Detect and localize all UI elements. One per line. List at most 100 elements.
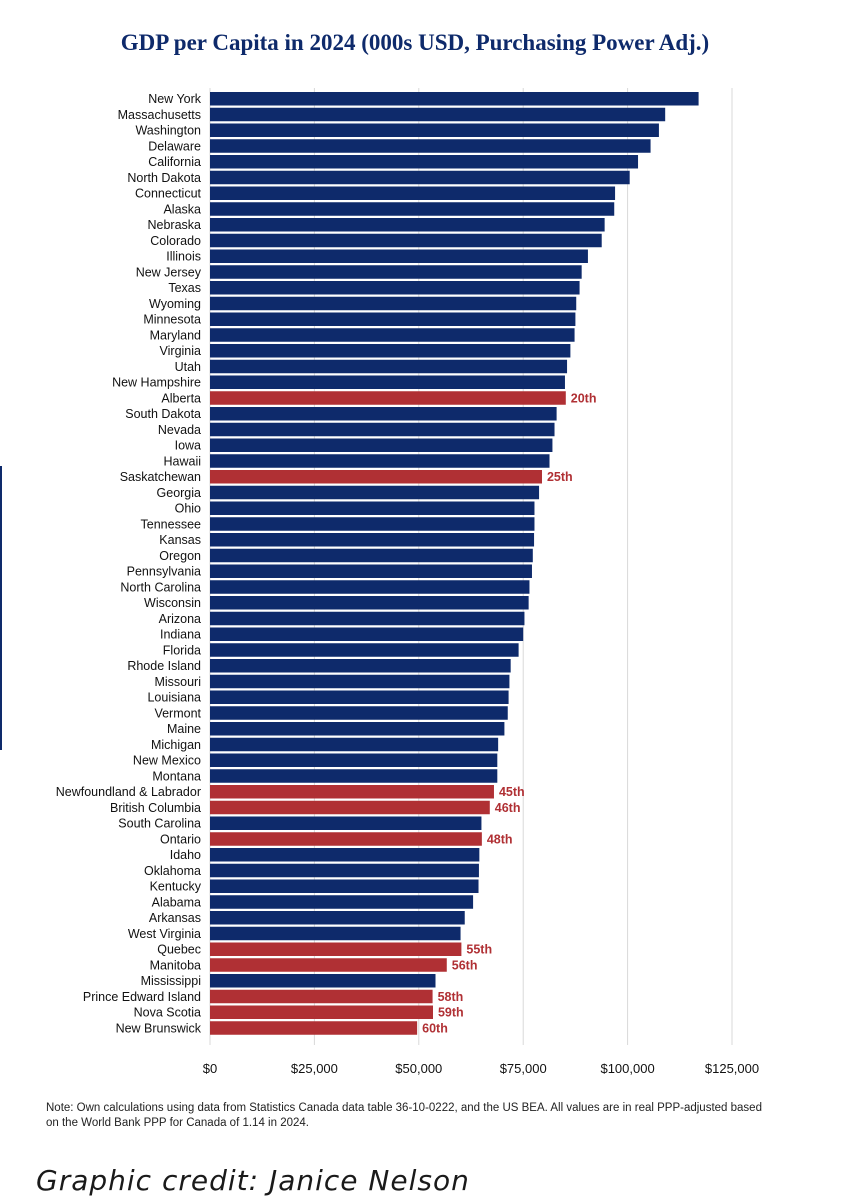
rank-label: 56th [452,958,478,972]
bar [210,454,550,468]
rank-label: 46th [495,801,521,815]
rank-label: 25th [547,470,573,484]
bar [210,722,505,736]
category-label: Kentucky [150,880,202,894]
bar [210,737,499,752]
category-label: Florida [163,643,201,657]
bar [210,328,575,342]
bar [210,218,605,232]
category-label: Maryland [150,328,201,342]
chart-title: GDP per Capita in 2024 (000s USD, Purcha… [120,30,710,55]
category-label: Prince Edward Island [83,990,201,1004]
category-label: Arkansas [149,911,201,925]
bar [210,596,529,610]
graphic-credit: Graphic credit: Janice Nelson [36,1164,470,1197]
category-label: Oregon [159,549,201,563]
bar [210,344,571,358]
category-label: Kansas [159,533,201,547]
category-label: Ontario [160,832,201,846]
bar [210,674,510,689]
bar [210,643,519,657]
category-label: South Dakota [125,407,201,421]
bar [210,942,462,956]
category-label: Newfoundland & Labrador [56,785,201,799]
rank-label: 59th [438,1006,464,1020]
rank-label: 48th [487,832,513,846]
category-label: Mississippi [141,974,201,988]
bar [210,92,699,106]
bar [210,249,588,263]
category-label: Alabama [152,895,201,909]
category-label: New Hampshire [112,376,201,390]
bar [210,580,530,594]
category-label: Massachusetts [118,108,201,122]
bar [210,202,615,216]
bar [210,155,639,169]
bar [210,863,479,878]
bar [210,233,602,248]
category-label: Idaho [170,848,201,862]
category-label: Pennsylvania [127,565,201,579]
bar [210,974,436,988]
rank-label: 58th [438,990,464,1004]
category-label: New Jersey [136,265,202,279]
bar [210,911,465,925]
bar [210,170,630,185]
category-label: North Carolina [120,580,201,594]
category-label: Connecticut [135,187,202,201]
x-tick-label: $100,000 [600,1061,654,1076]
category-label: Nebraska [148,218,202,232]
category-label: Wisconsin [144,596,201,610]
category-label: Nova Scotia [134,1006,201,1020]
category-label: Louisiana [147,691,201,705]
bar [210,706,508,720]
bar [210,533,535,547]
category-label: Wyoming [149,297,201,311]
category-label: Oklahoma [144,864,201,878]
category-label: Colorado [150,234,201,248]
bar [210,611,525,626]
bar [210,407,557,421]
bar [210,391,566,405]
bar [210,958,447,972]
category-label: North Dakota [127,171,201,185]
bar [210,659,511,673]
bar [210,296,577,311]
category-label: Illinois [166,250,201,264]
bar [210,848,480,862]
category-label: Delaware [148,139,201,153]
bar [210,785,494,799]
category-label: Washington [135,124,201,138]
category-label: Maine [167,722,201,736]
category-label: Vermont [154,706,201,720]
bar [210,422,555,437]
category-label: New Mexico [133,754,201,768]
bar [210,501,535,515]
bar [210,517,535,531]
bar [210,800,490,815]
bar [210,265,582,279]
category-label: Iowa [175,439,201,453]
bar [210,438,553,452]
category-label: Virginia [160,344,202,358]
category-label: Utah [175,360,201,374]
bar [210,139,651,153]
category-label: Tennessee [141,517,202,531]
category-label: Missouri [154,675,201,689]
category-label: New York [148,92,202,106]
bar [210,1005,433,1019]
bars [210,92,699,1035]
bar [210,312,576,326]
category-label: Alaska [163,202,201,216]
x-tick-label: $125,000 [705,1061,759,1076]
rank-label: 55th [466,943,492,957]
x-tick-label: $0 [203,1061,217,1076]
bar [210,879,479,893]
category-label: Quebec [157,943,201,957]
left-accent-rule [0,466,2,750]
bar [210,548,533,563]
bar [210,753,498,767]
bar [210,926,461,941]
